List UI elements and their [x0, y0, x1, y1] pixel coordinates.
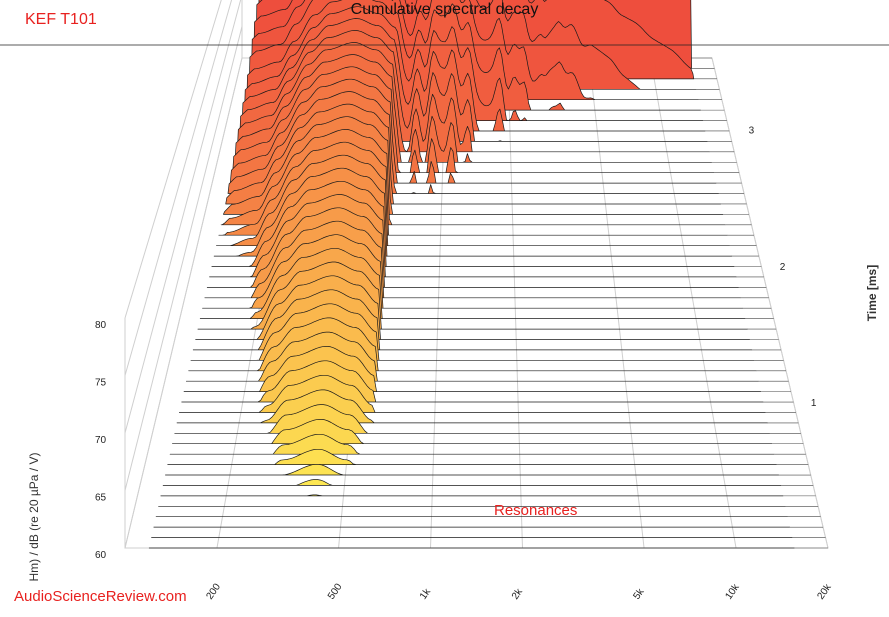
floor-gridline: [650, 57, 737, 549]
y-tick-label: 75: [95, 378, 107, 389]
wall-gridline: [124, 0, 233, 376]
y-tick-label: 70: [95, 435, 107, 446]
floor-gridline: [588, 57, 645, 549]
watermark: AudioScienceReview.com: [14, 588, 187, 605]
brand-label: KEF T101: [25, 11, 97, 28]
floor-gridline: [507, 57, 523, 549]
x-tick-label: 200: [204, 581, 223, 601]
y-tick-label: 80: [95, 320, 107, 331]
decay-slices: [148, 0, 828, 549]
x-tick-label: 10k: [723, 581, 742, 601]
chart-title: Cumulative spectral decay: [350, 1, 539, 18]
wall-gridline: [124, 26, 243, 491]
decay-slice: [169, 433, 775, 455]
x-tick-label: 5k: [632, 586, 648, 602]
decay-slice: [167, 448, 777, 465]
axis-box: [124, 0, 829, 549]
decay-slice: [160, 494, 784, 497]
x-tick-label: 500: [326, 581, 345, 601]
resonances-annotation: Resonances: [494, 502, 578, 519]
x-tick-label: 2k: [510, 586, 526, 602]
y-axis-label: Hm) / dB (re 20 µPa / V): [27, 452, 41, 582]
z-axis-label: Time [ms]: [865, 264, 879, 322]
wall-gridline: [124, 0, 222, 319]
decay-slice: [165, 464, 779, 476]
y-tick-label: 60: [95, 550, 107, 561]
z-tick-label: 1: [811, 398, 817, 409]
y-tick-label: 65: [95, 493, 107, 504]
floor-gridline: [711, 57, 829, 549]
x-tick-label: 1k: [418, 586, 434, 602]
z-tick-label: 2: [780, 262, 786, 273]
x-tick-label: 20k: [815, 581, 834, 601]
wall-gridline: [124, 57, 243, 549]
wall-gridline: [124, 0, 242, 434]
z-tick-label: 3: [749, 126, 755, 137]
decay-slice: [162, 479, 782, 486]
